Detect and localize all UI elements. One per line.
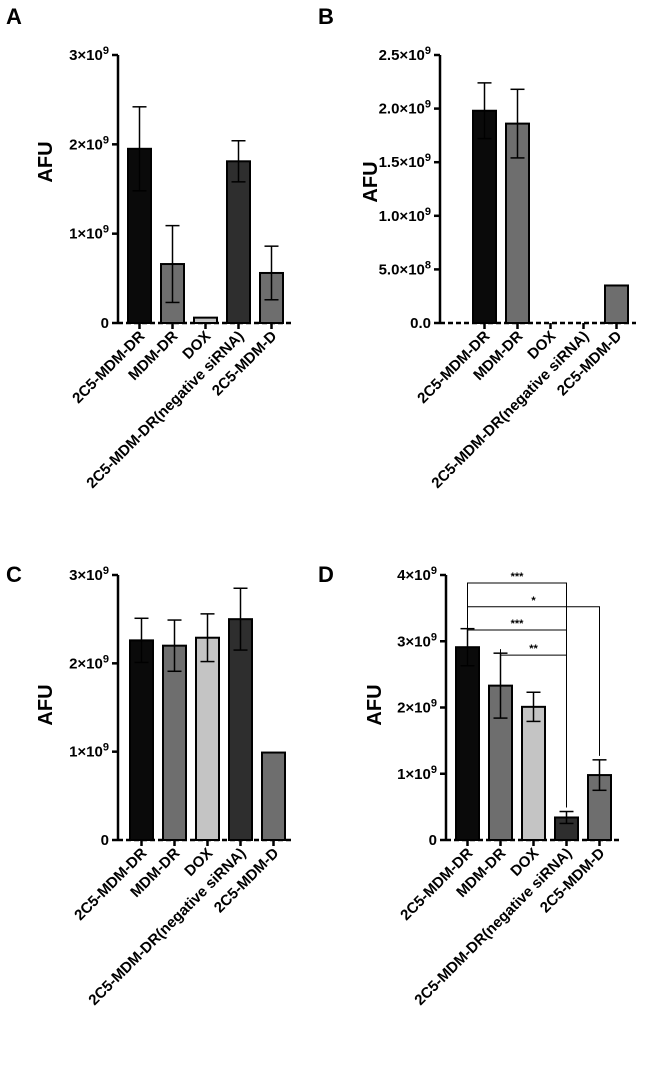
y-tick-label: 1.0×109 xyxy=(379,206,431,225)
bar-5 xyxy=(261,751,286,841)
y-tick-label: 1.5×109 xyxy=(379,152,431,171)
bar-1 xyxy=(455,646,480,842)
y-tick-label: 0.0 xyxy=(410,315,431,332)
y-tick-label: 2×109 xyxy=(397,698,437,717)
y-axis-label: AFU xyxy=(35,141,57,182)
panel-D: DAFU01×1092×1093×1094×1092C5-MDM-DRMDM-D… xyxy=(318,562,619,1009)
y-tick-label: 0 xyxy=(429,832,437,849)
y-tick-label: 0 xyxy=(101,315,109,332)
panel-B: B AFU 0.0 5.0×108 1.0×109 1.5×109 2.0×109 2.5×1… xyxy=(318,4,636,492)
bar-3 xyxy=(521,705,546,842)
bar-3 xyxy=(195,636,220,842)
y-tick-label: 0 xyxy=(101,832,109,849)
bar-2 xyxy=(162,644,187,842)
panel-C: CAFU01×1092×1093×1092C5-MDM-DRMDM-DRDOX2… xyxy=(6,562,293,1009)
y-axis-label: AFU xyxy=(360,161,382,202)
bar-4 xyxy=(226,160,251,324)
bar-4 xyxy=(228,618,253,842)
y-tick-label: 3×109 xyxy=(69,45,109,64)
y-tick-label: 3×109 xyxy=(69,565,109,584)
y-tick-label: 2.5×109 xyxy=(379,45,431,64)
significance-label: *** xyxy=(511,618,525,630)
y-tick-label: 2×109 xyxy=(69,134,109,153)
y-tick-label: 2.0×109 xyxy=(379,99,431,118)
panel-label: C xyxy=(6,562,22,587)
panel-label: B xyxy=(318,4,334,29)
significance-label: * xyxy=(531,595,536,607)
panel-label: A xyxy=(6,4,22,29)
bar-5 xyxy=(604,284,629,325)
bar-3 xyxy=(193,316,218,325)
significance-label: ** xyxy=(529,643,538,655)
y-tick-label: 1×109 xyxy=(69,742,109,761)
y-tick-label: 4×109 xyxy=(397,565,437,584)
panel-A: AAFU01×1092×1093×1092C5-MDM-DRMDM-DRDOX2… xyxy=(6,4,291,492)
significance-bracket xyxy=(467,606,600,756)
y-tick-label: 1×109 xyxy=(397,764,437,783)
bar-1 xyxy=(129,639,154,841)
y-tick-label: 1×109 xyxy=(69,224,109,243)
y-axis-label: AFU xyxy=(35,684,57,725)
significance-label: *** xyxy=(511,571,525,583)
significance-bracket xyxy=(467,624,567,808)
y-tick-label: 3×109 xyxy=(397,631,437,650)
panel-label: D xyxy=(318,562,334,587)
y-tick-label: 5.0×108 xyxy=(379,259,431,278)
significance-bracket xyxy=(500,649,567,808)
significance-bracket xyxy=(467,582,567,808)
bar-1 xyxy=(472,109,497,324)
y-tick-label: 2×109 xyxy=(69,653,109,672)
y-axis-label: AFU xyxy=(364,684,386,725)
